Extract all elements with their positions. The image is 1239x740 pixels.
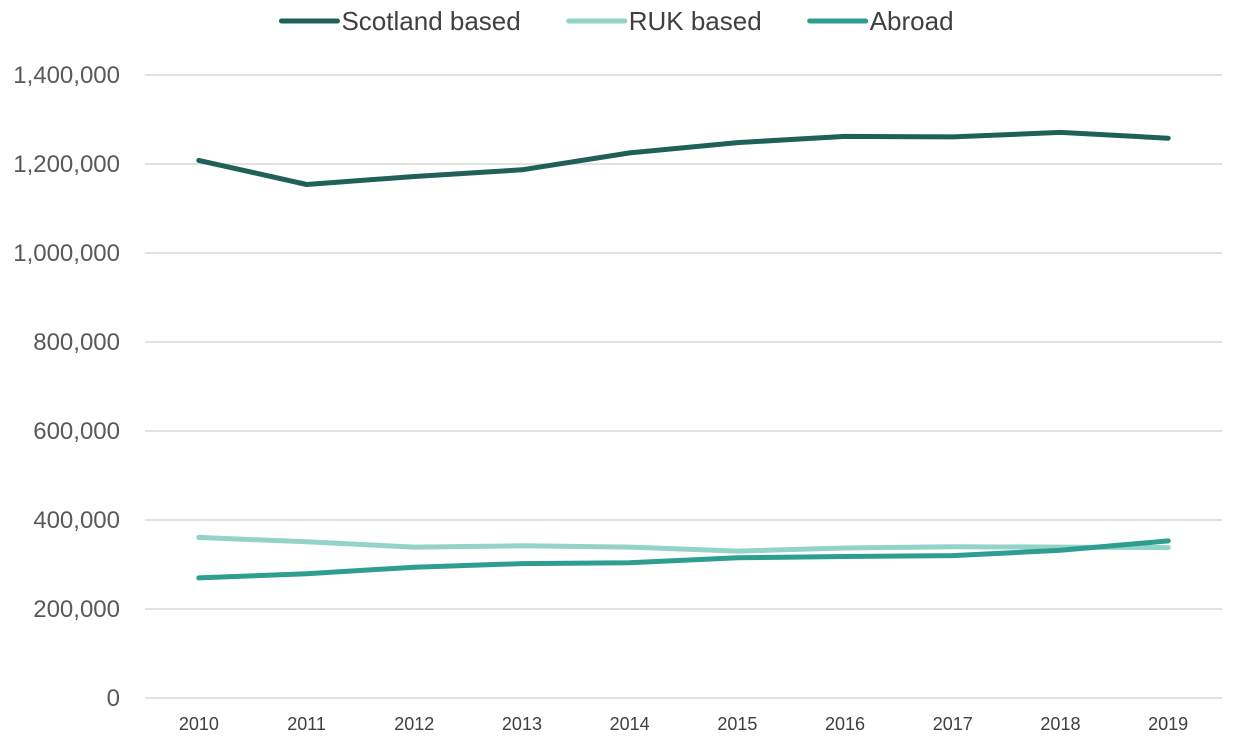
legend-item: RUK based (566, 6, 762, 36)
x-axis: 2010 2011 2012 2013 2014 2015 2016 2017 2018 2019 (179, 714, 1188, 734)
y-tick-label: 800,000 (33, 329, 120, 356)
x-tick-label: 2013 (502, 714, 542, 734)
legend-item: Abroad (807, 6, 954, 36)
legend-item: Scotland based (278, 6, 521, 36)
legend: Scotland based RUK based Abroad (278, 6, 954, 36)
series-line-scotland-based (196, 129, 1171, 187)
y-tick-label: 0 (107, 685, 120, 712)
x-tick-label: 2018 (1040, 714, 1080, 734)
y-tick-label: 1,000,000 (13, 240, 120, 267)
legend-label: Abroad (870, 6, 954, 36)
legend-label: Scotland based (341, 6, 520, 36)
y-tick-label: 600,000 (33, 418, 120, 445)
gridlines (145, 74, 1222, 699)
x-tick-label: 2016 (825, 714, 865, 734)
y-tick-label: 400,000 (33, 507, 120, 534)
series-lines (196, 129, 1171, 581)
legend-label: RUK based (629, 6, 762, 36)
y-tick-label: 1,200,000 (13, 151, 120, 178)
x-tick-label: 2015 (717, 714, 757, 734)
series-line-abroad (196, 538, 1171, 581)
x-tick-label: 2012 (394, 714, 434, 734)
x-tick-label: 2017 (933, 714, 973, 734)
y-axis: 0 200,000 400,000 600,000 800,000 1,000,000 1,… (13, 62, 120, 712)
x-tick-label: 2019 (1148, 714, 1188, 734)
series-line-ruk-based (196, 534, 1171, 554)
x-tick-label: 2010 (179, 714, 219, 734)
y-tick-label: 200,000 (33, 596, 120, 623)
x-tick-label: 2014 (610, 714, 650, 734)
x-tick-label: 2011 (287, 714, 326, 734)
y-tick-label: 1,400,000 (13, 62, 120, 89)
